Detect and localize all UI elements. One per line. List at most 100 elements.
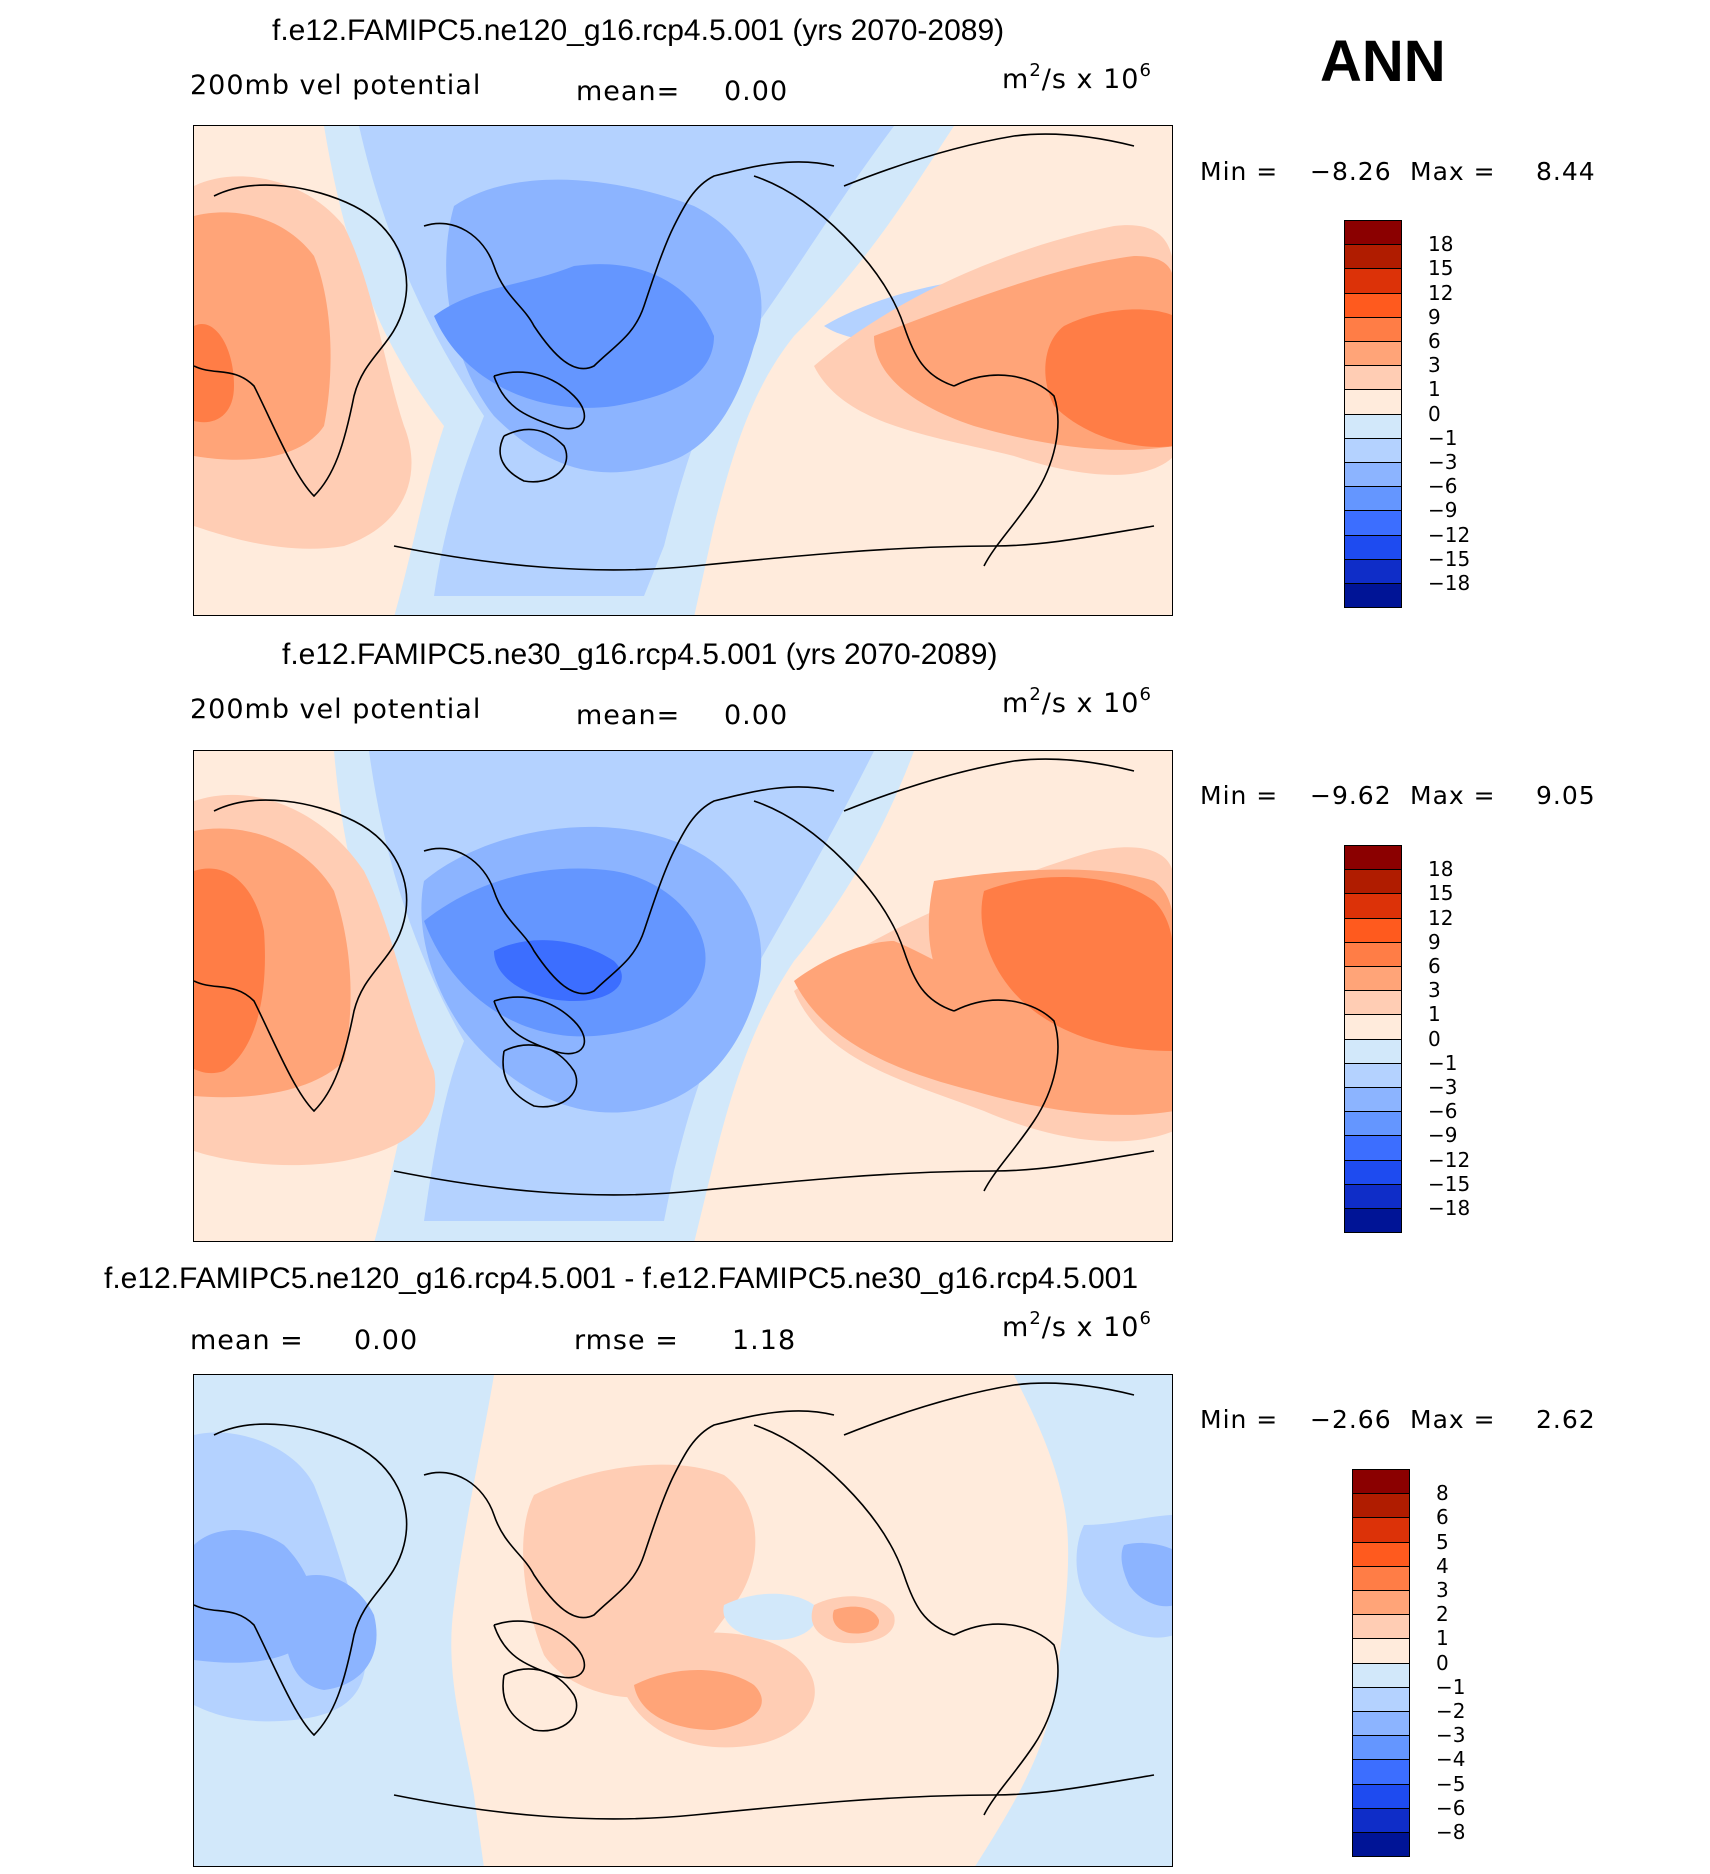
colorbar-label: 1 (1428, 1002, 1441, 1027)
panel-3-contour-map (194, 1375, 1172, 1866)
panel-2-max-value: 9.05 (1536, 781, 1596, 810)
colorbar-swatch (1344, 268, 1402, 294)
colorbar-label: 3 (1428, 353, 1441, 378)
colorbar-swatch (1352, 1469, 1410, 1495)
colorbar-swatch (1352, 1686, 1410, 1712)
colorbar-swatch (1344, 1038, 1402, 1064)
colorbar-swatch (1352, 1517, 1410, 1543)
colorbar-label: 15 (1428, 881, 1454, 906)
colorbar-swatch (1344, 316, 1402, 342)
colorbar-label: −1 (1428, 1050, 1458, 1075)
colorbar-swatch (1344, 966, 1402, 992)
colorbar-label: 5 (1436, 1529, 1449, 1554)
colorbar-label: 6 (1436, 1505, 1449, 1530)
panel-3-min-label: Min = (1200, 1405, 1279, 1434)
colorbar-swatch (1344, 534, 1402, 560)
colorbar-label: 6 (1428, 954, 1441, 978)
colorbar-label: −8 (1436, 1820, 1466, 1844)
colorbar-swatch (1344, 220, 1402, 246)
colorbar-label: −1 (1436, 1674, 1466, 1699)
colorbar-label: 9 (1428, 304, 1441, 329)
colorbar-label: 18 (1428, 857, 1454, 882)
colorbar-label: −6 (1428, 474, 1458, 499)
colorbar-label: −9 (1428, 1123, 1458, 1148)
colorbar-swatch (1352, 1614, 1410, 1640)
colorbar-label: 2 (1436, 1602, 1449, 1627)
colorbar-swatch (1344, 558, 1402, 584)
panel-2-colorbar: 18 15 12 9 6 3 1 0 −1 −3 −6 −9 −12 −15 −18 (1344, 845, 1484, 1234)
colorbar-label: 0 (1428, 1026, 1441, 1051)
colorbar-swatch (1344, 1159, 1402, 1185)
colorbar-label: −9 (1428, 498, 1458, 523)
colorbar-swatch (1352, 1638, 1410, 1664)
panel-3-min-value: −2.66 (1310, 1405, 1392, 1434)
colorbar-swatch (1344, 389, 1402, 415)
panel-3-mean-label: mean = (190, 1325, 304, 1356)
panel-2-units: m2/s x 106 (1002, 684, 1152, 720)
colorbar-swatch (1352, 1493, 1410, 1519)
colorbar-label: 4 (1436, 1553, 1449, 1578)
panel-1-colorbar: 18 15 12 9 6 3 1 0 −1 −3 −6 −9 −12 −15 −18 (1344, 220, 1484, 609)
panel-1-max-label: Max = (1410, 157, 1496, 186)
colorbar-swatch (1352, 1662, 1410, 1688)
colorbar-label: −6 (1436, 1795, 1466, 1820)
colorbar-swatch (1344, 244, 1402, 270)
panel-1-mean-value: 0.00 (724, 76, 789, 107)
colorbar-swatch (1344, 437, 1402, 463)
panel-1-map (193, 125, 1173, 616)
colorbar-swatch (1344, 365, 1402, 391)
panel-3-map (193, 1374, 1173, 1867)
colorbar-label: 6 (1428, 329, 1441, 353)
colorbar-label: −3 (1428, 1075, 1458, 1099)
colorbar-swatch (1352, 1832, 1410, 1858)
colorbar-swatch (1344, 869, 1402, 895)
panel-1-mean-label: mean= (576, 76, 681, 107)
colorbar-swatch (1352, 1565, 1410, 1591)
season-label: ANN (1320, 29, 1446, 94)
panel-1-max-value: 8.44 (1536, 157, 1596, 186)
colorbar-swatch (1352, 1759, 1410, 1785)
colorbar-label: 1 (1436, 1626, 1449, 1651)
colorbar-swatch (1344, 845, 1402, 871)
colorbar-label: 9 (1428, 929, 1441, 954)
colorbar-label: 15 (1428, 256, 1454, 281)
panel-2-min-label: Min = (1200, 781, 1279, 810)
colorbar-label: 0 (1436, 1650, 1449, 1675)
colorbar-label: −6 (1428, 1099, 1458, 1124)
colorbar-swatch (1344, 583, 1402, 609)
panel-2-map (193, 750, 1173, 1242)
panel-2-max-label: Max = (1410, 781, 1496, 810)
colorbar-label: −12 (1428, 522, 1471, 547)
colorbar-label: 12 (1428, 905, 1454, 930)
panel-2-title: f.e12.FAMIPC5.ne30_g16.rcp4.5.001 (yrs 2… (282, 638, 998, 671)
colorbar-swatch (1344, 413, 1402, 439)
colorbar-swatch (1344, 1062, 1402, 1088)
colorbar-label: −3 (1436, 1723, 1466, 1748)
colorbar-swatch (1352, 1735, 1410, 1761)
panel-1-min-value: −8.26 (1310, 157, 1392, 186)
colorbar-swatch (1344, 1087, 1402, 1113)
panel-2-mean-label: mean= (576, 700, 681, 731)
panel-3-units: m2/s x 106 (1002, 1308, 1152, 1344)
panel-3-max-value: 2.62 (1536, 1405, 1596, 1434)
panel-3-rmse-label: rmse = (574, 1325, 679, 1356)
colorbar-swatch (1352, 1541, 1410, 1567)
colorbar-swatch (1344, 1014, 1402, 1040)
panel-3-max-label: Max = (1410, 1405, 1496, 1434)
panel-1-min-label: Min = (1200, 157, 1279, 186)
colorbar-label: −18 (1428, 571, 1471, 595)
colorbar-label: −18 (1428, 1196, 1471, 1220)
colorbar-label: −3 (1428, 450, 1458, 474)
panel-1-units: m2/s x 106 (1002, 60, 1152, 96)
panel-3-mean-value: 0.00 (354, 1325, 419, 1356)
colorbar-swatch (1344, 893, 1402, 919)
colorbar-label: −4 (1436, 1747, 1466, 1772)
colorbar-label: 12 (1428, 280, 1454, 305)
panel-2-mean-value: 0.00 (724, 700, 789, 731)
colorbar-swatch (1344, 341, 1402, 367)
colorbar-swatch (1352, 1590, 1410, 1616)
colorbar-swatch (1344, 462, 1402, 488)
panel-3-title: f.e12.FAMIPC5.ne120_g16.rcp4.5.001 - f.e… (104, 1262, 1139, 1295)
colorbar-swatch (1344, 1183, 1402, 1209)
colorbar-label: 18 (1428, 232, 1454, 257)
